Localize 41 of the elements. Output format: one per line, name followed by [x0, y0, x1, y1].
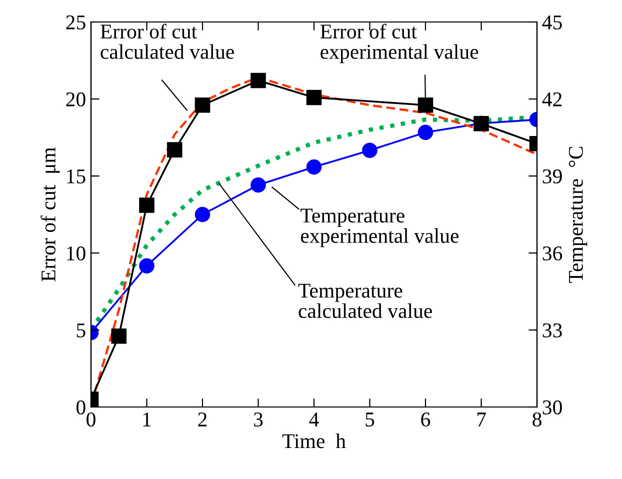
point	[362, 142, 378, 158]
point	[194, 98, 210, 113]
x-tick-label: 3	[254, 412, 263, 427]
x-axis-title: Time h	[282, 434, 346, 448]
annotation: Temperature experimental value	[300, 208, 459, 248]
point	[194, 206, 210, 222]
annotation: Error of cut experimental value	[320, 24, 478, 64]
point	[166, 142, 182, 158]
y-tick-label: 20	[66, 92, 86, 106]
y2-tick-label: 42	[542, 92, 562, 106]
annotation: Error of cut calculated value	[100, 24, 234, 59]
x-tick-label: 7	[477, 412, 486, 426]
point	[250, 72, 266, 88]
x-tick-label: 2	[198, 412, 207, 426]
point	[418, 124, 434, 140]
point	[418, 98, 434, 113]
point	[306, 159, 322, 175]
point	[306, 90, 322, 106]
y2-tick-label: 39	[542, 169, 562, 184]
y2-tick-label: 30	[542, 400, 562, 414]
x-tick-label: 0	[86, 412, 96, 427]
y-axis-title: Error of cut μm	[40, 147, 60, 282]
annotation: Temperature calculated value	[298, 284, 432, 318]
y2-tick-label: 45	[542, 16, 562, 30]
y-tick-label: 10	[67, 246, 86, 260]
x-tick-label: 1	[143, 412, 151, 426]
y-tick-label: 0	[76, 400, 86, 414]
x-tick-label: 5	[366, 412, 374, 427]
y2-tick-label: 36	[542, 246, 562, 260]
y-tick-label: 15	[67, 169, 86, 184]
x-tick-label: 4	[309, 412, 319, 426]
x-tick-label: 8	[532, 412, 542, 427]
point	[250, 177, 266, 193]
point	[139, 258, 154, 274]
x-tick-label: 6	[421, 412, 430, 427]
point	[111, 328, 127, 344]
y2-tick-label: 33	[542, 323, 562, 338]
y2-axis-title: Temperature °C	[568, 146, 588, 283]
point	[139, 198, 154, 213]
y-tick-label: 5	[76, 324, 86, 338]
y-tick-label: 25	[66, 15, 86, 30]
